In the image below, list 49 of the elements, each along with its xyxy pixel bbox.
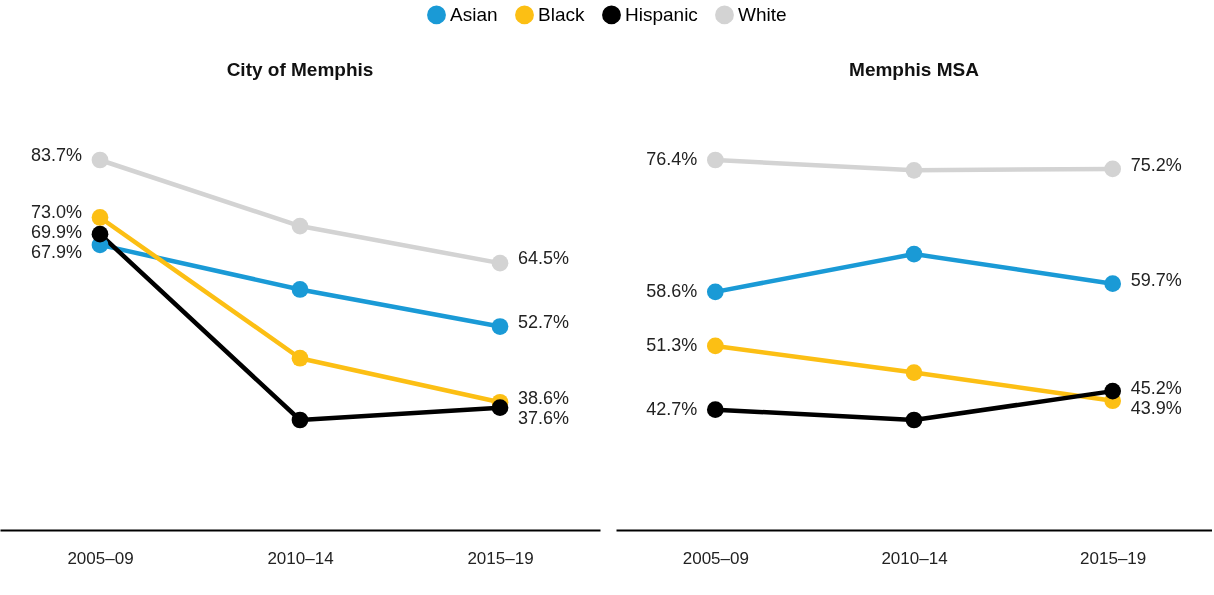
data-label: 69.9% — [30, 222, 82, 243]
data-label: 51.3% — [646, 334, 698, 355]
point — [291, 349, 309, 367]
data-label: 64.5% — [518, 248, 570, 269]
x-tick-label: 2005–09 — [682, 548, 749, 568]
point — [1104, 275, 1122, 293]
point — [1104, 382, 1122, 400]
point — [706, 283, 724, 301]
x-tick-label: 2005–09 — [67, 548, 134, 568]
data-label: 43.9% — [1130, 397, 1182, 418]
point — [491, 318, 509, 335]
chart-title: City of Memphis — [226, 59, 374, 80]
data-label: 76.4% — [646, 149, 698, 169]
point — [905, 245, 923, 263]
point — [905, 162, 923, 179]
data-label: 58.6% — [646, 280, 698, 301]
point — [905, 364, 923, 381]
point — [706, 401, 724, 418]
legend-label: Black — [538, 3, 585, 25]
point — [491, 254, 509, 272]
x-tick-label: 2010–14 — [881, 548, 948, 568]
data-label: 42.7% — [646, 398, 698, 419]
legend-label: White — [738, 3, 787, 25]
point — [91, 151, 109, 169]
point — [706, 337, 724, 355]
x-tick-label: 2015–19 — [467, 548, 534, 568]
x-tick-label: 2010–14 — [267, 548, 334, 568]
data-label: 75.2% — [1130, 155, 1182, 176]
point — [1104, 160, 1122, 178]
data-label: 52.7% — [518, 311, 570, 332]
point — [291, 281, 309, 298]
legend-label: Hispanic — [625, 3, 698, 25]
data-label: 45.2% — [1130, 377, 1182, 398]
point — [491, 399, 509, 416]
point — [291, 217, 309, 235]
data-label: 37.6% — [518, 407, 570, 428]
data-label: 83.7% — [30, 145, 82, 166]
chart-title: Memphis MSA — [849, 59, 980, 80]
data-label: 38.6% — [518, 387, 570, 408]
point — [91, 209, 109, 226]
point — [706, 151, 724, 169]
point — [905, 411, 923, 429]
point — [91, 225, 109, 243]
data-label: 59.7% — [1130, 270, 1182, 291]
data-label: 67.9% — [30, 242, 82, 263]
point — [291, 411, 309, 429]
x-tick-label: 2015–19 — [1080, 548, 1147, 568]
legend-label: Asian — [450, 3, 498, 25]
data-label: 73.0% — [30, 202, 82, 223]
